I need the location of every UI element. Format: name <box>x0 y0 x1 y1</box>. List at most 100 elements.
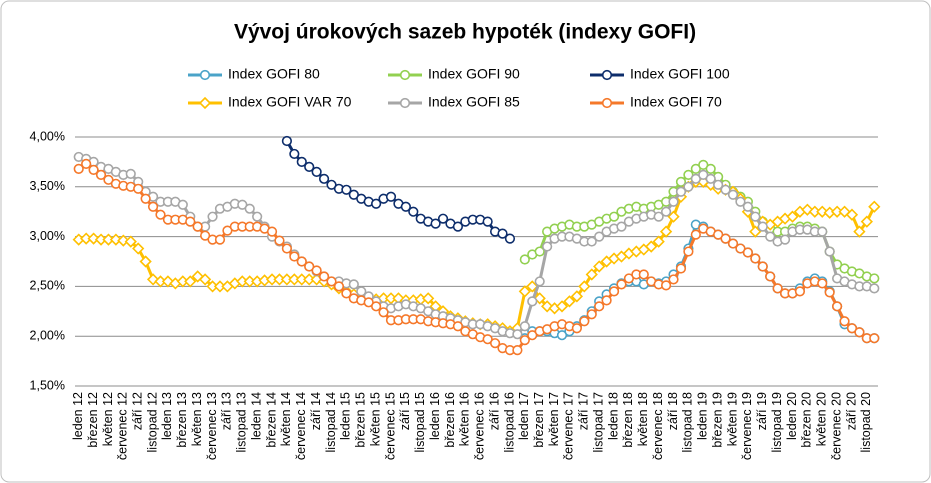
marker <box>786 210 799 223</box>
x-tick-label: březen 19 <box>710 392 724 448</box>
y-tick-label: 3,00% <box>30 229 65 243</box>
marker <box>594 231 605 242</box>
marker <box>81 158 92 169</box>
x-tick-label: březen 15 <box>354 392 368 448</box>
legend-marker <box>198 96 212 110</box>
marker <box>659 225 673 238</box>
marker <box>824 246 835 257</box>
marker <box>139 255 152 268</box>
marker <box>860 215 873 228</box>
marker <box>638 269 649 280</box>
x-tick-label: leden 20 <box>785 392 799 440</box>
marker <box>207 211 218 222</box>
legend-label: Index GOFI 70 <box>630 94 722 110</box>
x-tick-label: květen 16 <box>458 392 472 446</box>
marker <box>794 286 806 297</box>
marker <box>408 206 419 217</box>
legend-label: Index GOFI 85 <box>428 94 520 110</box>
marker <box>311 265 322 276</box>
marker <box>653 211 664 222</box>
x-tick-label: leden 16 <box>428 392 442 440</box>
marker <box>616 279 627 290</box>
marker <box>817 226 828 237</box>
marker <box>601 295 612 306</box>
x-tick-label: červenec 19 <box>740 392 754 460</box>
marker <box>519 321 530 332</box>
x-tick-label: listopad 13 <box>235 392 249 453</box>
marker <box>318 173 330 184</box>
x-tick-label: listopad 17 <box>591 392 605 453</box>
marker <box>594 301 605 312</box>
x-tick-label: květen 15 <box>368 392 382 446</box>
legend-marker <box>199 69 211 81</box>
marker <box>824 287 835 298</box>
marker <box>660 206 672 217</box>
marker <box>527 296 538 307</box>
legend-item: Index GOFI 70 <box>590 94 722 110</box>
marker <box>750 253 761 264</box>
marker <box>869 333 880 344</box>
marker <box>422 292 435 305</box>
marker <box>177 199 188 210</box>
marker <box>586 309 597 320</box>
x-tick-label: září 15 <box>398 392 412 430</box>
marker <box>437 213 449 224</box>
marker <box>155 209 166 220</box>
marker <box>378 307 389 318</box>
legend-marker <box>601 97 613 109</box>
y-tick-label: 2,00% <box>30 328 65 342</box>
x-tick-label: listopad 12 <box>145 392 159 453</box>
marker <box>749 225 762 238</box>
x-tick-label: květen 19 <box>725 392 739 446</box>
marker <box>586 236 597 247</box>
marker <box>869 273 880 284</box>
legend-marker <box>399 69 411 81</box>
marker <box>765 231 776 242</box>
marker <box>868 200 881 213</box>
marker <box>341 288 352 299</box>
x-tick-label: červenec 14 <box>294 392 308 460</box>
x-tick-label: září 18 <box>666 392 680 430</box>
marker <box>296 256 307 267</box>
legend-item: Index GOFI 100 <box>590 66 730 82</box>
marker <box>326 276 337 287</box>
legend-label: Index GOFI 80 <box>228 66 320 82</box>
marker <box>668 274 679 285</box>
marker <box>750 211 761 222</box>
x-tick-label: červenec 13 <box>205 392 219 460</box>
marker <box>742 247 753 258</box>
marker <box>816 205 829 218</box>
marker <box>817 278 828 289</box>
marker <box>683 246 694 257</box>
marker <box>534 246 545 257</box>
marker <box>133 183 144 194</box>
series <box>73 158 880 356</box>
marker <box>274 235 285 246</box>
marker <box>854 327 865 338</box>
marker <box>512 345 523 356</box>
legend-item: Index GOFI 90 <box>388 66 520 82</box>
x-tick-label: září 19 <box>755 392 769 430</box>
marker <box>845 208 859 221</box>
marker <box>705 173 716 184</box>
marker <box>341 184 352 195</box>
x-tick-label: březen 14 <box>264 392 278 448</box>
marker <box>95 169 107 180</box>
marker <box>191 270 204 283</box>
x-tick-label: březen 13 <box>175 392 189 448</box>
x-tick-label: červenec 16 <box>473 392 487 460</box>
marker <box>296 156 307 167</box>
marker <box>132 242 145 255</box>
x-tick-label: květen 18 <box>636 392 650 446</box>
x-tick-label: květen 20 <box>815 392 829 446</box>
x-tick-label: leden 13 <box>160 392 174 440</box>
marker <box>705 163 716 174</box>
marker <box>593 260 606 273</box>
marker <box>518 285 531 298</box>
marker <box>727 189 739 200</box>
y-tick-label: 2,50% <box>30 279 65 293</box>
legend-marker <box>399 97 411 109</box>
marker <box>668 196 679 207</box>
